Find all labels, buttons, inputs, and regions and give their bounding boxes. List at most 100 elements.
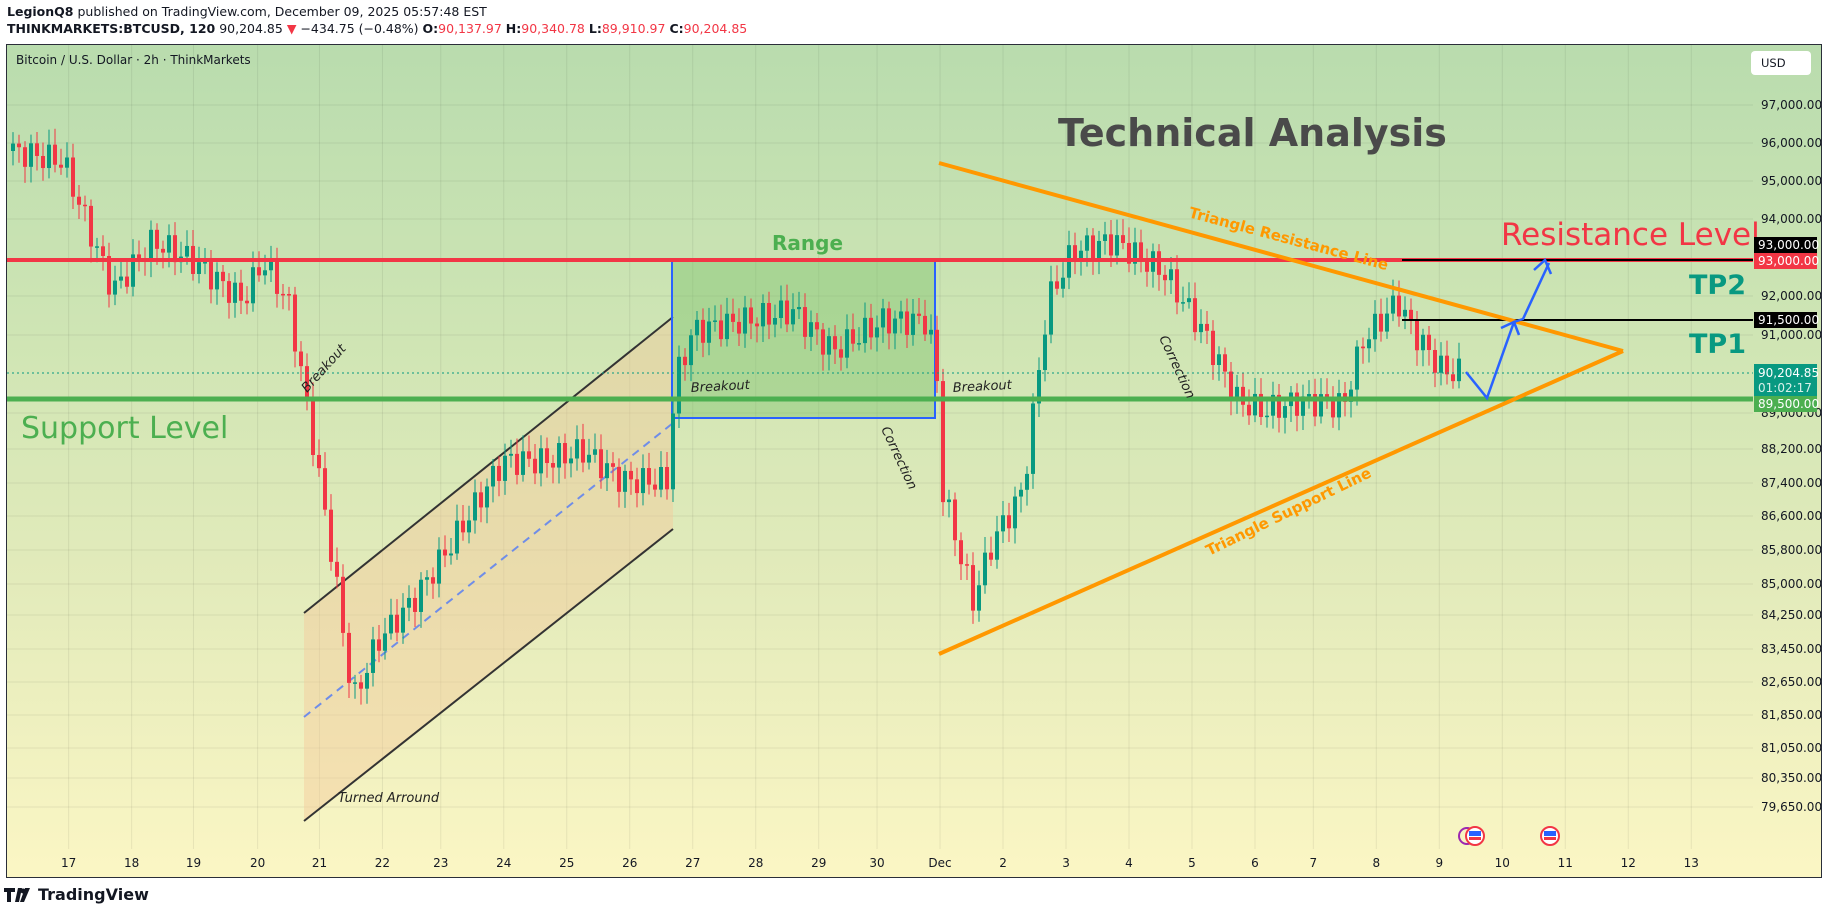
range-label: Range xyxy=(772,231,843,255)
time-axis-label: 5 xyxy=(1188,856,1196,870)
triangle-support-line[interactable] xyxy=(938,349,1624,656)
change-down-icon: ▼ xyxy=(286,21,297,36)
price-axis-label: 87,400.00 xyxy=(1761,476,1822,490)
correction-label-2: Correction xyxy=(1155,333,1197,401)
price-axis-label: 82,650.00 xyxy=(1761,675,1822,689)
us-flag-icon xyxy=(1469,831,1481,836)
tp2-price-tag: 93,000.00 xyxy=(1758,238,1819,252)
price-axis-label: 92,000.00 xyxy=(1761,289,1822,303)
range-box[interactable] xyxy=(671,259,936,419)
chart-canvas[interactable]: Technical Analysis Resistance Level Supp… xyxy=(7,45,1822,878)
price-axis-label: 80,350.00 xyxy=(1761,771,1822,785)
us-flag-icon xyxy=(1544,831,1556,836)
close-value: 90,204.85 xyxy=(683,21,748,36)
time-axis-label: 3 xyxy=(1062,856,1070,870)
tradingview-footer[interactable]: TradingView xyxy=(4,885,149,904)
price-axis-label: 97,000.00 xyxy=(1761,98,1822,112)
currency-button[interactable]: USD xyxy=(1751,51,1811,75)
time-axis-label: 18 xyxy=(124,856,139,870)
price-axis-label: 94,000.00 xyxy=(1761,212,1822,226)
price-axis-label: 83,450.00 xyxy=(1761,642,1822,656)
triangle-resistance-line[interactable] xyxy=(938,161,1624,353)
price-tags: 93,000.00 93,000.00 91,500.00 90,204.85 … xyxy=(1754,237,1819,412)
time-axis-label: 30 xyxy=(869,856,884,870)
brand-name: TradingView xyxy=(38,885,149,904)
price-change: −434.75 (−0.48%) xyxy=(300,21,419,36)
arrow-head-icon xyxy=(1533,257,1553,275)
close-label: C: xyxy=(669,21,684,36)
correction-label-1: Correction xyxy=(877,424,919,492)
time-axis-label: 8 xyxy=(1372,856,1380,870)
time-axis-label: 27 xyxy=(685,856,700,870)
time-axis-label: 9 xyxy=(1435,856,1443,870)
channel-fill xyxy=(304,317,673,821)
symbol-info: THINKMARKETS:BTCUSD, 120 90,204.85 ▼ −43… xyxy=(7,21,747,36)
symbol: THINKMARKETS:BTCUSD, 120 xyxy=(7,21,216,36)
time-axis-label: 10 xyxy=(1495,856,1510,870)
open-label: O: xyxy=(422,21,439,36)
high-value: 90,340.78 xyxy=(521,21,585,36)
arrow-head-icon xyxy=(1500,320,1521,336)
time-axis-label: 23 xyxy=(433,856,448,870)
support-level-label: Support Level xyxy=(21,411,228,446)
channel-lower-line xyxy=(303,528,674,822)
time-axis-label: Dec xyxy=(928,856,951,870)
time-axis[interactable]: 17 18 19 20 21 22 23 24 25 26 27 28 29 30 Dec 2 3 4 5 6 7 8 9 1… xyxy=(61,856,1699,870)
price-axis-label: 84,250.00 xyxy=(1761,608,1822,622)
time-axis-label: 13 xyxy=(1684,856,1699,870)
time-axis-label: 12 xyxy=(1621,856,1636,870)
us-flag-icon xyxy=(1469,837,1481,840)
last-price: 90,204.85 xyxy=(219,21,283,36)
time-axis-label: 2 xyxy=(999,856,1007,870)
price-axis-label: 91,000.00 xyxy=(1761,328,1822,342)
tp1-label: TP1 xyxy=(1689,329,1746,360)
time-axis-label: 26 xyxy=(622,856,637,870)
low-value: 89,910.97 xyxy=(601,21,666,36)
bar-countdown: 01:02:17 xyxy=(1758,381,1812,395)
time-axis-label: 21 xyxy=(312,856,327,870)
last-price-tag: 90,204.85 xyxy=(1758,366,1819,380)
tp1-price-tag: 91,500.00 xyxy=(1758,313,1819,327)
price-axis-label: 81,050.00 xyxy=(1761,741,1822,755)
publisher-name[interactable]: LegionQ8 xyxy=(7,4,74,19)
time-axis-label: 17 xyxy=(61,856,76,870)
price-axis[interactable]: 97,000.00 96,000.00 95,000.00 94,000.00 92,0… xyxy=(1761,98,1822,814)
publish-info: LegionQ8 published on TradingView.com, D… xyxy=(7,4,487,19)
us-flag-icon xyxy=(1544,837,1556,840)
time-axis-label: 11 xyxy=(1558,856,1573,870)
time-axis-label: 4 xyxy=(1125,856,1133,870)
resistance-price-tag: 93,000.00 xyxy=(1758,254,1819,268)
channel-upper-line xyxy=(303,316,674,614)
time-axis-label: 25 xyxy=(559,856,574,870)
price-axis-label: 95,000.00 xyxy=(1761,174,1822,188)
time-axis-label: 20 xyxy=(250,856,265,870)
breakout-label-2: Breakout xyxy=(690,378,751,396)
price-axis-label: 81,850.00 xyxy=(1761,708,1822,722)
chart-heading: Technical Analysis xyxy=(1058,111,1447,155)
published-text: published on TradingView.com, December 0… xyxy=(77,4,487,19)
price-axis-label: 79,650.00 xyxy=(1761,800,1822,814)
price-axis-label: 96,000.00 xyxy=(1761,136,1822,150)
open-value: 90,137.97 xyxy=(438,21,502,36)
low-label: L: xyxy=(588,21,602,36)
resistance-level-label: Resistance Level xyxy=(1501,217,1760,253)
chart-pane[interactable]: Technical Analysis Resistance Level Supp… xyxy=(6,44,1822,878)
breakout-label-3: Breakout xyxy=(952,378,1013,396)
channel-mid-line xyxy=(303,422,674,718)
turned-around-label: Turned Arround xyxy=(338,791,440,806)
price-axis-label: 85,800.00 xyxy=(1761,543,1822,557)
time-axis-label: 19 xyxy=(186,856,201,870)
time-axis-label: 24 xyxy=(496,856,511,870)
price-axis-label: 88,200.00 xyxy=(1761,442,1822,456)
event-icons[interactable] xyxy=(1458,826,1560,846)
tradingview-logo-icon xyxy=(4,887,30,902)
price-axis-label: 85,000.00 xyxy=(1761,577,1822,591)
support-price-tag: 89,500.00 xyxy=(1758,397,1819,411)
tp2-label: TP2 xyxy=(1689,270,1746,301)
time-axis-label: 29 xyxy=(811,856,826,870)
grid xyxy=(7,45,1753,849)
triangle-support-label: Triangle Support Line xyxy=(1203,464,1374,560)
high-label: H: xyxy=(505,21,522,36)
price-axis-label: 86,600.00 xyxy=(1761,509,1822,523)
projection-path xyxy=(1465,262,1551,401)
